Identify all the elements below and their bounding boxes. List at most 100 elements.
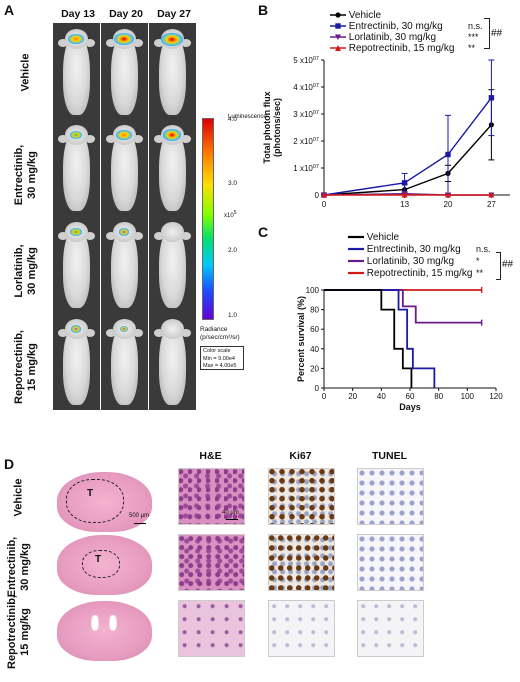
x-tick-label: 100 — [461, 392, 475, 401]
panel-b-bracket-sig: ## — [491, 28, 503, 39]
mouse-image — [53, 23, 100, 120]
colorbar-mid3-label: 3.0 — [228, 180, 238, 187]
scale-label-zoom: 40 μm — [222, 510, 239, 516]
x-tick-label: 120 — [489, 392, 503, 401]
y-tick-label: 20 — [310, 364, 319, 373]
legend-item: Repotrectinib, 15 mg/kg — [348, 268, 472, 279]
svg-text:(photons/sec): (photons/sec) — [272, 98, 282, 157]
legend-item: Lorlatinib, 30 mg/kg — [330, 32, 436, 43]
panel-c-bracket-sig: ## — [502, 259, 514, 270]
bli-signal — [69, 130, 83, 140]
data-point — [488, 192, 495, 198]
panel-c-letter: C — [258, 224, 269, 240]
legend-label: Entrectinib, 30 mg/kg — [366, 244, 461, 255]
y-axis-title: Percent survival (%) — [296, 296, 306, 382]
bli-signal — [113, 32, 135, 46]
x-tick-label: 40 — [377, 392, 386, 401]
ventricle-right — [109, 615, 117, 631]
y-axis-title: Total photon flux (photons/sec) — [262, 91, 282, 163]
legend-label: Repotrectinib, 15 mg/kg — [348, 43, 455, 54]
data-point — [445, 192, 451, 198]
bli-signal — [118, 228, 130, 236]
data-point — [445, 151, 451, 158]
tumor-outline-entrectinib — [82, 550, 120, 578]
photon-flux-chart: 0 1 x1007 2 x1007 3 x1007 4 x1007 5 x1007 0 13 2… — [262, 56, 510, 212]
data-point — [401, 180, 408, 186]
legend-label: Entrectinib, 30 mg/kg — [348, 21, 443, 32]
he-header: H&E — [199, 450, 222, 462]
mouse-image — [101, 313, 148, 410]
mouse-image — [149, 23, 196, 120]
colorbar-exp-label: x105 — [224, 210, 237, 219]
color-scale-title: Color scale — [203, 348, 231, 354]
scale-bar-whole — [134, 523, 146, 524]
significance-mark: n.s. — [476, 244, 491, 254]
brain-section-repotrectinib — [57, 601, 152, 661]
tumor-label-vehicle: T — [87, 488, 94, 499]
significance-mark: ** — [476, 268, 484, 278]
scale-bar-zoom — [226, 519, 238, 520]
svg-text:Percent survival (%): Percent survival (%) — [296, 296, 306, 382]
survival-chart: 0 20 40 60 80 100 0 20 40 60 80 100 120 Days Percent s… — [296, 286, 503, 412]
mouse-image — [53, 119, 100, 216]
tunel-header: TUNEL — [372, 450, 407, 462]
y-tick-label: 3 x1007 — [293, 110, 319, 119]
significance-mark: ** — [468, 43, 476, 53]
row-label-lorlatinib: Lorlatinib, 30 mg/kg — [13, 244, 38, 298]
tumor-outline-vehicle — [66, 479, 124, 523]
x-tick-label: 0 — [322, 392, 327, 401]
significance-mark: n.s. — [468, 21, 483, 31]
x-tick-label: 20 — [444, 200, 453, 209]
legend-item: Entrectinib, 30 mg/kg — [330, 21, 443, 32]
he-vehicle-tile — [178, 468, 245, 525]
legend-item: Vehicle — [330, 10, 381, 21]
day-20-header: Day 20 — [109, 8, 143, 20]
x-tick-label: 60 — [406, 392, 415, 401]
colorbar-bottom-label: 1.0 — [228, 312, 238, 319]
x-tick-label: 80 — [434, 392, 443, 401]
legend-item: Lorlatinib, 30 mg/kg — [348, 256, 454, 267]
ki67-header: Ki67 — [289, 450, 312, 462]
legend-label: Vehicle — [366, 232, 400, 243]
svg-text:Total photon flux: Total photon flux — [262, 91, 272, 163]
panel-a-letter: A — [4, 2, 15, 18]
bli-signal — [70, 325, 82, 333]
x-tick-label: 27 — [487, 200, 496, 209]
x-axis-title: Days — [399, 402, 421, 412]
y-tick-label: 40 — [310, 345, 319, 354]
bli-signal — [68, 34, 84, 44]
day-13-header: Day 13 — [61, 8, 95, 20]
colorbar-gradient — [202, 118, 214, 320]
bli-signal — [116, 130, 132, 140]
mouse-image — [149, 119, 196, 216]
series-line — [323, 97, 492, 196]
color-scale-max: Max = 4.00e5 — [203, 363, 237, 369]
panel-b-legend: Vehicle Entrectinib, 30 mg/kg n.s. Lorlat… — [330, 10, 520, 54]
day-27-header: Day 27 — [157, 8, 191, 20]
y-tick-label: 0 — [315, 191, 320, 200]
scale-label-whole: 500 μm — [129, 513, 150, 519]
row-label-repotrectinib: Repotrectinib, 15 mg/kg — [13, 330, 38, 404]
mouse-image — [149, 216, 196, 313]
ki67-vehicle-tile — [268, 468, 335, 525]
tumor-label-entrectinib: T — [95, 554, 102, 565]
luminescence-colorbar: Luminescence 4.0 3.0 x105 2.0 1.0 — [202, 112, 267, 322]
bli-signal — [161, 32, 183, 46]
mouse-image — [149, 313, 196, 410]
data-point — [401, 192, 408, 198]
legend-item: Vehicle — [348, 232, 399, 243]
panel-b-bracket — [484, 18, 490, 49]
he-entrectinib-tile — [178, 534, 245, 591]
legend-item: Repotrectinib, 15 mg/kg — [330, 43, 454, 54]
y-tick-label: 2 x1007 — [293, 137, 319, 146]
color-scale-box: Color scale Min = 9.00e4 Max = 4.00e5 — [200, 346, 244, 370]
legend-label: Repotrectinib, 15 mg/kg — [366, 268, 473, 279]
panel-b-letter: B — [258, 2, 269, 18]
colorbar-mid2-label: 2.0 — [228, 247, 238, 254]
tunel-vehicle-tile — [357, 468, 424, 525]
x-axis-title: Days — [406, 211, 428, 212]
y-tick-label: 80 — [310, 306, 319, 315]
survival-curve — [324, 289, 413, 388]
mouse-image — [53, 216, 100, 313]
colorbar-top-label: 4.0 — [228, 116, 238, 123]
